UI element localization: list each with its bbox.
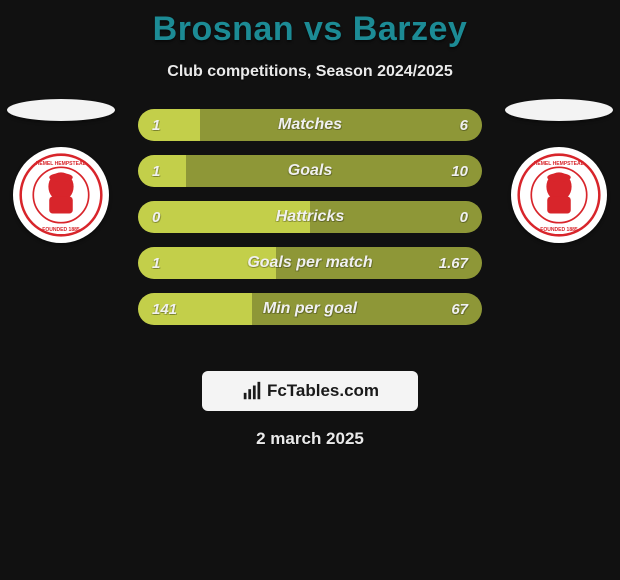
- comparison-arena: HEMEL HEMPSTEAD FOUNDED 1885 HEMEL HEMPS…: [0, 109, 620, 349]
- chart-icon: [241, 380, 263, 402]
- club-badge-right: HEMEL HEMPSTEAD FOUNDED 1885: [511, 147, 607, 243]
- stat-bar: 16Matches: [138, 109, 482, 141]
- match-date: 2 march 2025: [0, 429, 620, 449]
- player-left-silhouette: [7, 99, 115, 121]
- stat-label: Matches: [138, 109, 482, 141]
- svg-text:FOUNDED 1885: FOUNDED 1885: [540, 227, 578, 233]
- player-left: HEMEL HEMPSTEAD FOUNDED 1885: [6, 99, 116, 243]
- stat-label: Goals per match: [138, 247, 482, 279]
- player-right-silhouette: [505, 99, 613, 121]
- page-title: Brosnan vs Barzey: [0, 0, 620, 49]
- brand-badge: FcTables.com: [202, 371, 418, 411]
- stat-label: Min per goal: [138, 293, 482, 325]
- club-crest-icon: HEMEL HEMPSTEAD FOUNDED 1885: [517, 153, 601, 237]
- stat-bar: 14167Min per goal: [138, 293, 482, 325]
- stat-label: Hattricks: [138, 201, 482, 233]
- stat-bar: 00Hattricks: [138, 201, 482, 233]
- player-right: HEMEL HEMPSTEAD FOUNDED 1885: [504, 99, 614, 243]
- svg-text:HEMEL HEMPSTEAD: HEMEL HEMPSTEAD: [36, 161, 87, 167]
- svg-text:FOUNDED 1885: FOUNDED 1885: [42, 227, 80, 233]
- stat-label: Goals: [138, 155, 482, 187]
- stat-bars: 16Matches 110Goals 00Hattricks 11.67Goals p…: [138, 109, 482, 325]
- svg-text:HEMEL HEMPSTEAD: HEMEL HEMPSTEAD: [534, 161, 585, 167]
- stat-bar: 11.67Goals per match: [138, 247, 482, 279]
- stat-bar: 110Goals: [138, 155, 482, 187]
- club-crest-icon: HEMEL HEMPSTEAD FOUNDED 1885: [19, 153, 103, 237]
- subtitle: Club competitions, Season 2024/2025: [0, 63, 620, 81]
- club-badge-left: HEMEL HEMPSTEAD FOUNDED 1885: [13, 147, 109, 243]
- brand-text: FcTables.com: [267, 381, 379, 401]
